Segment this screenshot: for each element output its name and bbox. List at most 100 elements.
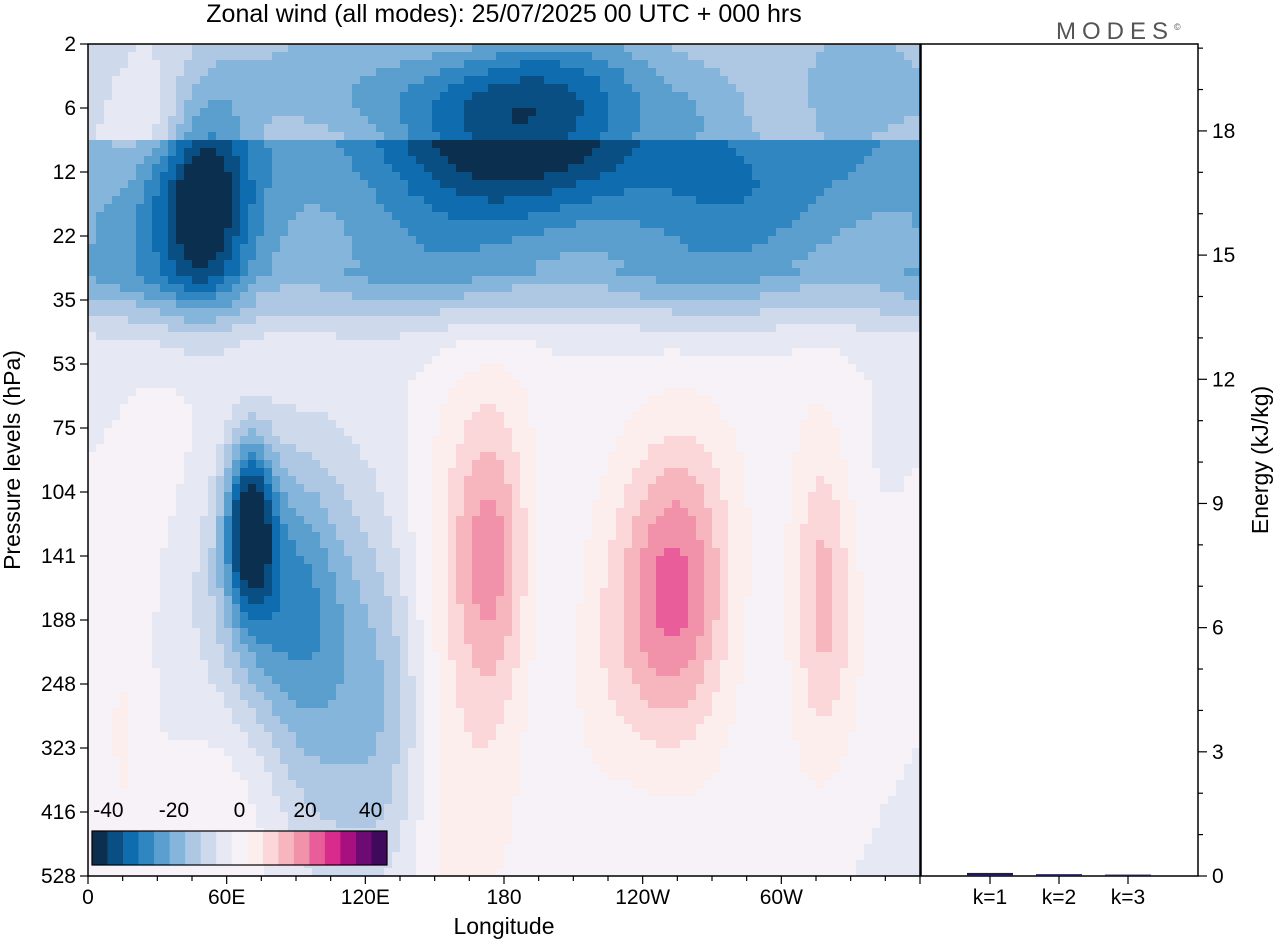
heatmap-cell (264, 300, 273, 309)
heatmap-cell (392, 292, 401, 301)
heatmap-cell (808, 52, 817, 61)
heatmap-cell (792, 76, 801, 85)
heatmap-cell (816, 172, 825, 181)
heatmap-cell (808, 76, 817, 85)
heatmap-cell (112, 44, 121, 53)
heatmap-cell (680, 308, 689, 317)
heatmap-cell (352, 332, 361, 341)
heatmap-cell (768, 220, 777, 229)
heatmap-cell (888, 204, 897, 213)
heatmap-cell (128, 420, 137, 429)
heatmap-cell (424, 140, 433, 149)
heatmap-cell (800, 292, 809, 301)
heatmap-cell (256, 124, 265, 133)
heatmap-cell (248, 316, 257, 325)
heatmap-cell (544, 252, 553, 261)
heatmap-cell (128, 188, 137, 197)
heatmap-cell (184, 404, 193, 413)
heatmap-cell (384, 220, 393, 229)
heatmap-cell (328, 268, 337, 277)
heatmap-cell (752, 324, 761, 333)
heatmap-cell (104, 188, 113, 197)
heatmap-cell (760, 292, 769, 301)
heatmap-cell (656, 372, 665, 381)
heatmap-cell (416, 372, 425, 381)
heatmap-cell (160, 420, 169, 429)
heatmap-cell (680, 100, 689, 109)
heatmap-cell (168, 196, 177, 205)
heatmap-cell (128, 388, 137, 397)
heatmap-cell (352, 276, 361, 285)
heatmap-cell (520, 252, 529, 261)
heatmap-cell (672, 132, 681, 141)
heatmap-cell (328, 148, 337, 157)
heatmap-cell (176, 260, 185, 269)
heatmap-cell (136, 364, 145, 373)
heatmap-cell (872, 52, 881, 61)
heatmap-cell (448, 388, 457, 397)
heatmap-cell (128, 196, 137, 205)
heatmap-cell (424, 164, 433, 173)
heatmap-cell (552, 316, 561, 325)
heatmap-cell (696, 220, 705, 229)
heatmap-cell (288, 180, 297, 189)
heatmap-cell (640, 332, 649, 341)
heatmap-cell (232, 124, 241, 133)
heatmap-cell (816, 60, 825, 69)
heatmap-cell (728, 68, 737, 77)
heatmap-cell (136, 332, 145, 341)
heatmap-cell (376, 364, 385, 373)
heatmap-cell (544, 420, 553, 429)
heatmap-cell (848, 132, 857, 141)
heatmap-cell (728, 228, 737, 237)
heatmap-cell (880, 284, 889, 293)
heatmap-cell (768, 380, 777, 389)
heatmap-cell (208, 220, 217, 229)
heatmap-cell (312, 180, 321, 189)
heatmap-cell (192, 52, 201, 61)
heatmap-cell (416, 44, 425, 53)
heatmap-cell (408, 52, 417, 61)
heatmap-cell (464, 212, 473, 221)
heatmap-cell (664, 340, 673, 349)
heatmap-cell (776, 420, 785, 429)
heatmap-cell (864, 412, 873, 421)
heatmap-cell (432, 44, 441, 53)
heatmap-cell (256, 236, 265, 245)
heatmap-cell (640, 68, 649, 77)
heatmap-cell (360, 60, 369, 69)
heatmap-cell (616, 204, 625, 213)
heatmap-cell (496, 164, 505, 173)
heatmap-cell (144, 396, 153, 405)
heatmap-cell (792, 292, 801, 301)
heatmap-cell (632, 236, 641, 245)
heatmap-cell (488, 76, 497, 85)
heatmap-cell (200, 60, 209, 69)
heatmap-cell (432, 84, 441, 93)
heatmap-cell (520, 388, 529, 397)
heatmap-cell (664, 180, 673, 189)
heatmap-cell (568, 108, 577, 117)
heatmap-cell (816, 364, 825, 373)
heatmap-cell (624, 252, 633, 261)
heatmap-cell (424, 100, 433, 109)
heatmap-cell (576, 124, 585, 133)
heatmap-cell (224, 76, 233, 85)
heatmap-cell (568, 364, 577, 373)
heatmap-cell (608, 284, 617, 293)
heatmap-cell (584, 420, 593, 429)
heatmap-cell (736, 196, 745, 205)
heatmap-cell (536, 76, 545, 85)
heatmap-cell (448, 228, 457, 237)
heatmap-cell (712, 316, 721, 325)
heatmap-cell (632, 164, 641, 173)
heatmap-cell (672, 316, 681, 325)
heatmap-cell (248, 260, 257, 269)
heatmap-cell (776, 348, 785, 357)
heatmap-cell (184, 196, 193, 205)
heatmap-cell (96, 364, 105, 373)
heatmap-cell (520, 180, 529, 189)
heatmap-cell (400, 412, 409, 421)
heatmap-cell (384, 412, 393, 421)
heatmap-cell (208, 380, 217, 389)
